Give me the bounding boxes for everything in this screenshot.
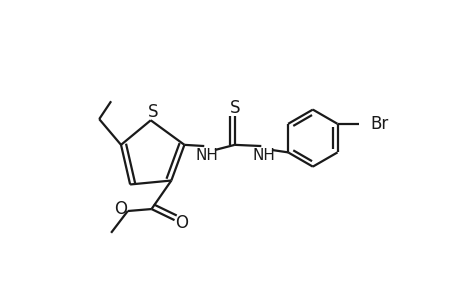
Text: S: S bbox=[147, 103, 157, 121]
Text: S: S bbox=[229, 99, 240, 117]
Text: NH: NH bbox=[252, 148, 275, 163]
Text: O: O bbox=[114, 200, 127, 218]
Text: NH: NH bbox=[195, 148, 218, 163]
Text: O: O bbox=[175, 214, 188, 232]
Text: Br: Br bbox=[369, 115, 388, 133]
